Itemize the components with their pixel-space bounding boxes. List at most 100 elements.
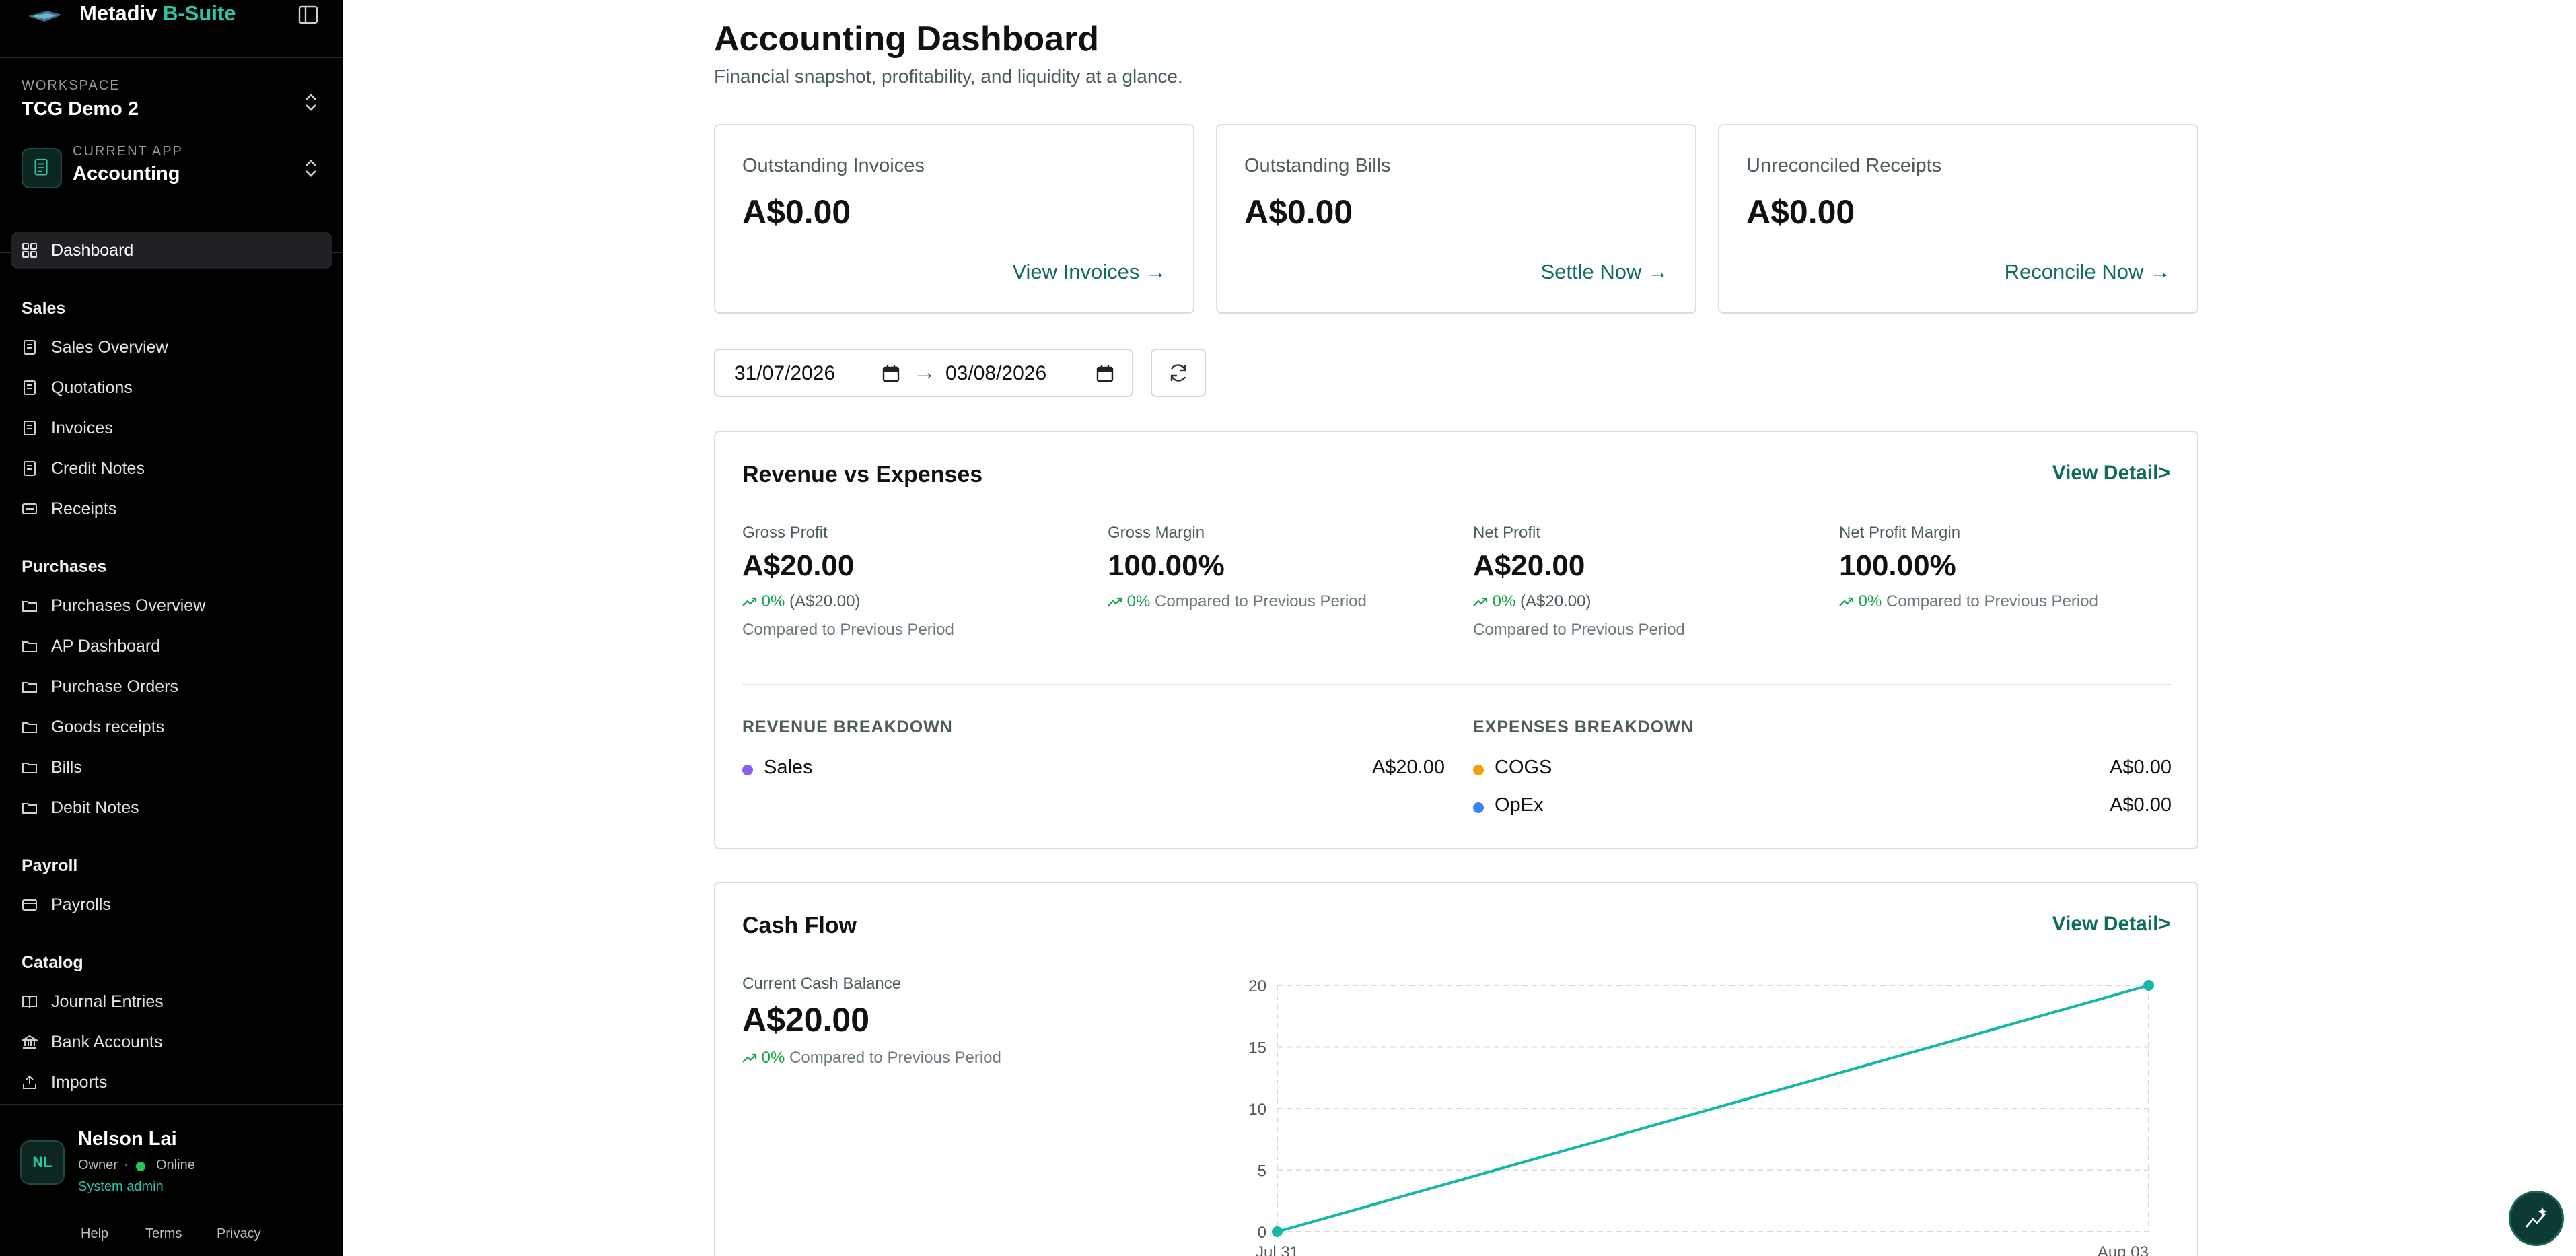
- sidebar-item-bills[interactable]: Bills: [11, 748, 332, 786]
- legend-dot: [1473, 802, 1484, 813]
- metric-value: A$20.00: [1473, 549, 1585, 582]
- trend-percent: 0%: [1126, 592, 1151, 610]
- sparkle-chart-icon: [2526, 1207, 2547, 1228]
- document-icon: [24, 380, 36, 395]
- ai-assistant-button[interactable]: [2509, 1191, 2564, 1246]
- receipt-icon: [22, 503, 37, 514]
- data-point: [1272, 1226, 1283, 1237]
- net-profit-metric: Net Profit A$20.00 0% (A$20.00) Compared…: [1473, 524, 1685, 639]
- breakdown-row-cogs: COGS A$0.00: [1473, 757, 2172, 783]
- start-date-input[interactable]: 31/07/2026: [734, 362, 836, 384]
- page-title: Accounting Dashboard: [714, 20, 1100, 59]
- sidebar-item-label: Bills: [51, 758, 82, 777]
- breakdown-value: A$20.00: [1371, 757, 1445, 778]
- metric-value: A$20.00: [742, 1001, 870, 1039]
- sidebar-item-sales-overview[interactable]: Sales Overview: [11, 328, 332, 366]
- compare-text: Compared to Previous Period: [1473, 621, 1685, 639]
- breakdown-row-sales: Sales A$20.00: [742, 757, 1445, 783]
- brand-logo-icon: [28, 11, 62, 22]
- stat-label: Outstanding Bills: [1244, 155, 1391, 176]
- stat-value: A$0.00: [1244, 193, 1353, 231]
- stat-value: A$0.00: [742, 193, 851, 231]
- calendar-icon[interactable]: [1096, 365, 1114, 382]
- sidebar: Metadiv B-Suite WORKSPACE TCG Demo 2: [0, 0, 343, 1256]
- trend-up-icon: [1473, 597, 1488, 606]
- sidebar-item-ap-dashboard[interactable]: AP Dashboard: [11, 627, 332, 665]
- sidebar-item-label: Sales Overview: [51, 338, 168, 357]
- sidebar-item-imports[interactable]: Imports: [11, 1063, 332, 1101]
- previous-value: (A$20.00): [789, 592, 861, 610]
- cash-flow-panel: Cash Flow View Detail> Current Cash Bala…: [714, 882, 2198, 1256]
- y-tick-label: 0: [1258, 1224, 1266, 1242]
- panel-title: Revenue vs Expenses: [742, 462, 983, 487]
- view-detail-link[interactable]: View Detail>: [2052, 462, 2170, 484]
- view-detail-link[interactable]: View Detail>: [2052, 913, 2170, 935]
- chevron-up-down-icon[interactable]: [303, 90, 319, 114]
- compare-text: Compared to Previous Period: [1155, 592, 1367, 610]
- cash-balance-metric: Current Cash Balance A$20.00 0% Compared…: [742, 975, 1001, 1068]
- trend-up-icon: [1839, 597, 1854, 606]
- trend-up-icon: [742, 597, 757, 606]
- sidebar-item-receipts[interactable]: Receipts: [11, 490, 332, 528]
- sidebar-item-bank-accounts[interactable]: Bank Accounts: [11, 1023, 332, 1061]
- sidebar-item-label: Imports: [51, 1073, 108, 1092]
- metric-trend: 0% (A$20.00): [742, 592, 954, 611]
- sidebar-item-label: Bank Accounts: [51, 1033, 163, 1051]
- user-status: Online: [156, 1158, 195, 1173]
- trend-up-icon: [742, 1053, 757, 1063]
- document-icon: [24, 340, 36, 355]
- current-app-label: CURRENT APP: [73, 144, 183, 159]
- date-range-picker: 31/07/2026 → 03/08/2026: [714, 349, 1133, 397]
- metric-trend: 0% Compared to Previous Period: [1839, 592, 2098, 611]
- workspace-name: TCG Demo 2: [22, 98, 139, 120]
- settle-now-link[interactable]: Settle Now →: [1540, 260, 1668, 283]
- privacy-link[interactable]: Privacy: [217, 1226, 261, 1241]
- end-date-input[interactable]: 03/08/2026: [945, 362, 1047, 384]
- stat-value: A$0.00: [1746, 193, 1855, 231]
- gross-profit-metric: Gross Profit A$20.00 0% (A$20.00) Compar…: [742, 524, 954, 639]
- chevron-up-down-icon[interactable]: [303, 156, 319, 180]
- sidebar-toggle-icon[interactable]: [297, 4, 319, 26]
- help-link[interactable]: Help: [81, 1226, 109, 1241]
- view-invoices-link[interactable]: View Invoices →: [1012, 260, 1166, 283]
- reconcile-now-link[interactable]: Reconcile Now →: [2004, 260, 2170, 283]
- folder-icon: [22, 722, 37, 733]
- wallet-icon: [22, 899, 37, 911]
- workspace-label: WORKSPACE: [22, 78, 120, 93]
- metric-label: Net Profit Margin: [1839, 524, 1961, 542]
- sidebar-item-dashboard[interactable]: Dashboard: [11, 232, 332, 269]
- previous-value: (A$20.00): [1520, 592, 1591, 610]
- trend-percent: 0%: [761, 592, 785, 610]
- refresh-icon: [1170, 364, 1186, 382]
- nav-section-purchases: Purchases: [22, 557, 107, 576]
- sidebar-item-purchase-orders[interactable]: Purchase Orders: [11, 668, 332, 705]
- sidebar-footer: NL Nelson Lai Owner · Online System admi…: [0, 1104, 343, 1256]
- sidebar-item-goods-receipts[interactable]: Goods receipts: [11, 708, 332, 746]
- metric-value: 100.00%: [1839, 549, 1956, 582]
- trend-percent: 0%: [761, 1049, 785, 1067]
- sidebar-item-label: Purchases Overview: [51, 596, 206, 615]
- sidebar-header: Metadiv B-Suite: [0, 0, 343, 58]
- outstanding-invoices-card: Outstanding Invoices A$0.00 View Invoice…: [714, 124, 1194, 314]
- sidebar-item-invoices[interactable]: Invoices: [11, 409, 332, 447]
- compare-text: Compared to Previous Period: [742, 621, 954, 639]
- user-badge: System admin: [78, 1179, 164, 1194]
- calendar-icon[interactable]: [882, 365, 900, 382]
- refresh-button[interactable]: [1151, 349, 1206, 397]
- sidebar-item-debit-notes[interactable]: Debit Notes: [11, 789, 332, 827]
- stat-label: Unreconciled Receipts: [1746, 155, 1942, 176]
- net-profit-margin-metric: Net Profit Margin 100.00% 0% Compared to…: [1839, 524, 2098, 611]
- breakdown-name: COGS: [1495, 757, 1552, 778]
- sidebar-item-credit-notes[interactable]: Credit Notes: [11, 450, 332, 487]
- sidebar-item-purchases-overview[interactable]: Purchases Overview: [11, 587, 332, 625]
- trend-up-icon: [1108, 597, 1122, 606]
- sidebar-item-quotations[interactable]: Quotations: [11, 369, 332, 407]
- metric-trend: 0% Compared to Previous Period: [1108, 592, 1367, 611]
- avatar[interactable]: NL: [20, 1140, 65, 1185]
- stat-label: Outstanding Invoices: [742, 155, 925, 176]
- sidebar-item-payrolls[interactable]: Payrolls: [11, 886, 332, 923]
- folder-icon: [22, 763, 37, 773]
- dashboard-grid-icon: [22, 243, 37, 258]
- terms-link[interactable]: Terms: [145, 1226, 182, 1241]
- sidebar-item-journal-entries[interactable]: Journal Entries: [11, 983, 332, 1020]
